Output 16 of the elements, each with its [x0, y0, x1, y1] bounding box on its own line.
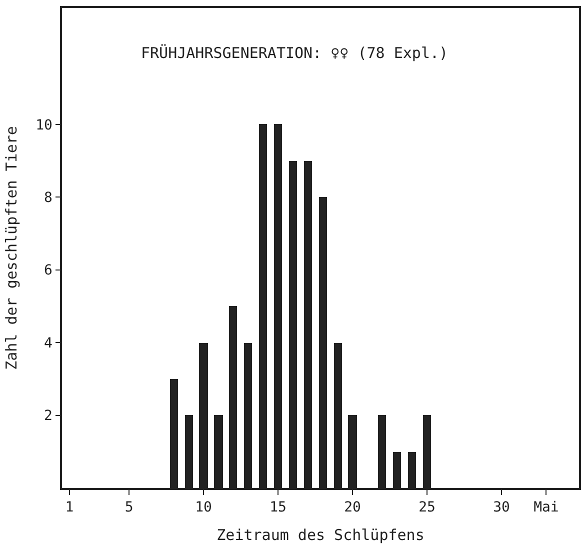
- x-tick-label: 1: [65, 500, 74, 516]
- x-tick-label: 5: [124, 500, 134, 516]
- x-tick-label: Mai: [534, 500, 559, 516]
- y-tick-label: 2: [44, 408, 52, 424]
- text: FRÜHJAHRSGENERATION: ♀♀ (78 Expl.): [141, 44, 448, 62]
- x-tick-label: 25: [418, 500, 436, 516]
- x-tick-label: 20: [344, 500, 361, 516]
- x-tick-label: 30: [493, 500, 510, 516]
- x-tick-label: 15: [270, 500, 286, 516]
- y-axis-title: Zahl der geschlüpften Tiere: [2, 126, 20, 370]
- y-tick-label: 6: [44, 262, 52, 279]
- x-tick-label: 10: [195, 500, 212, 516]
- x-axis-title: Zeitraum des Schlüpfens: [216, 526, 424, 544]
- y-tick-label: 10: [36, 117, 52, 134]
- y-tick-label: 4: [44, 335, 52, 352]
- y-tick-label: 8: [44, 190, 52, 206]
